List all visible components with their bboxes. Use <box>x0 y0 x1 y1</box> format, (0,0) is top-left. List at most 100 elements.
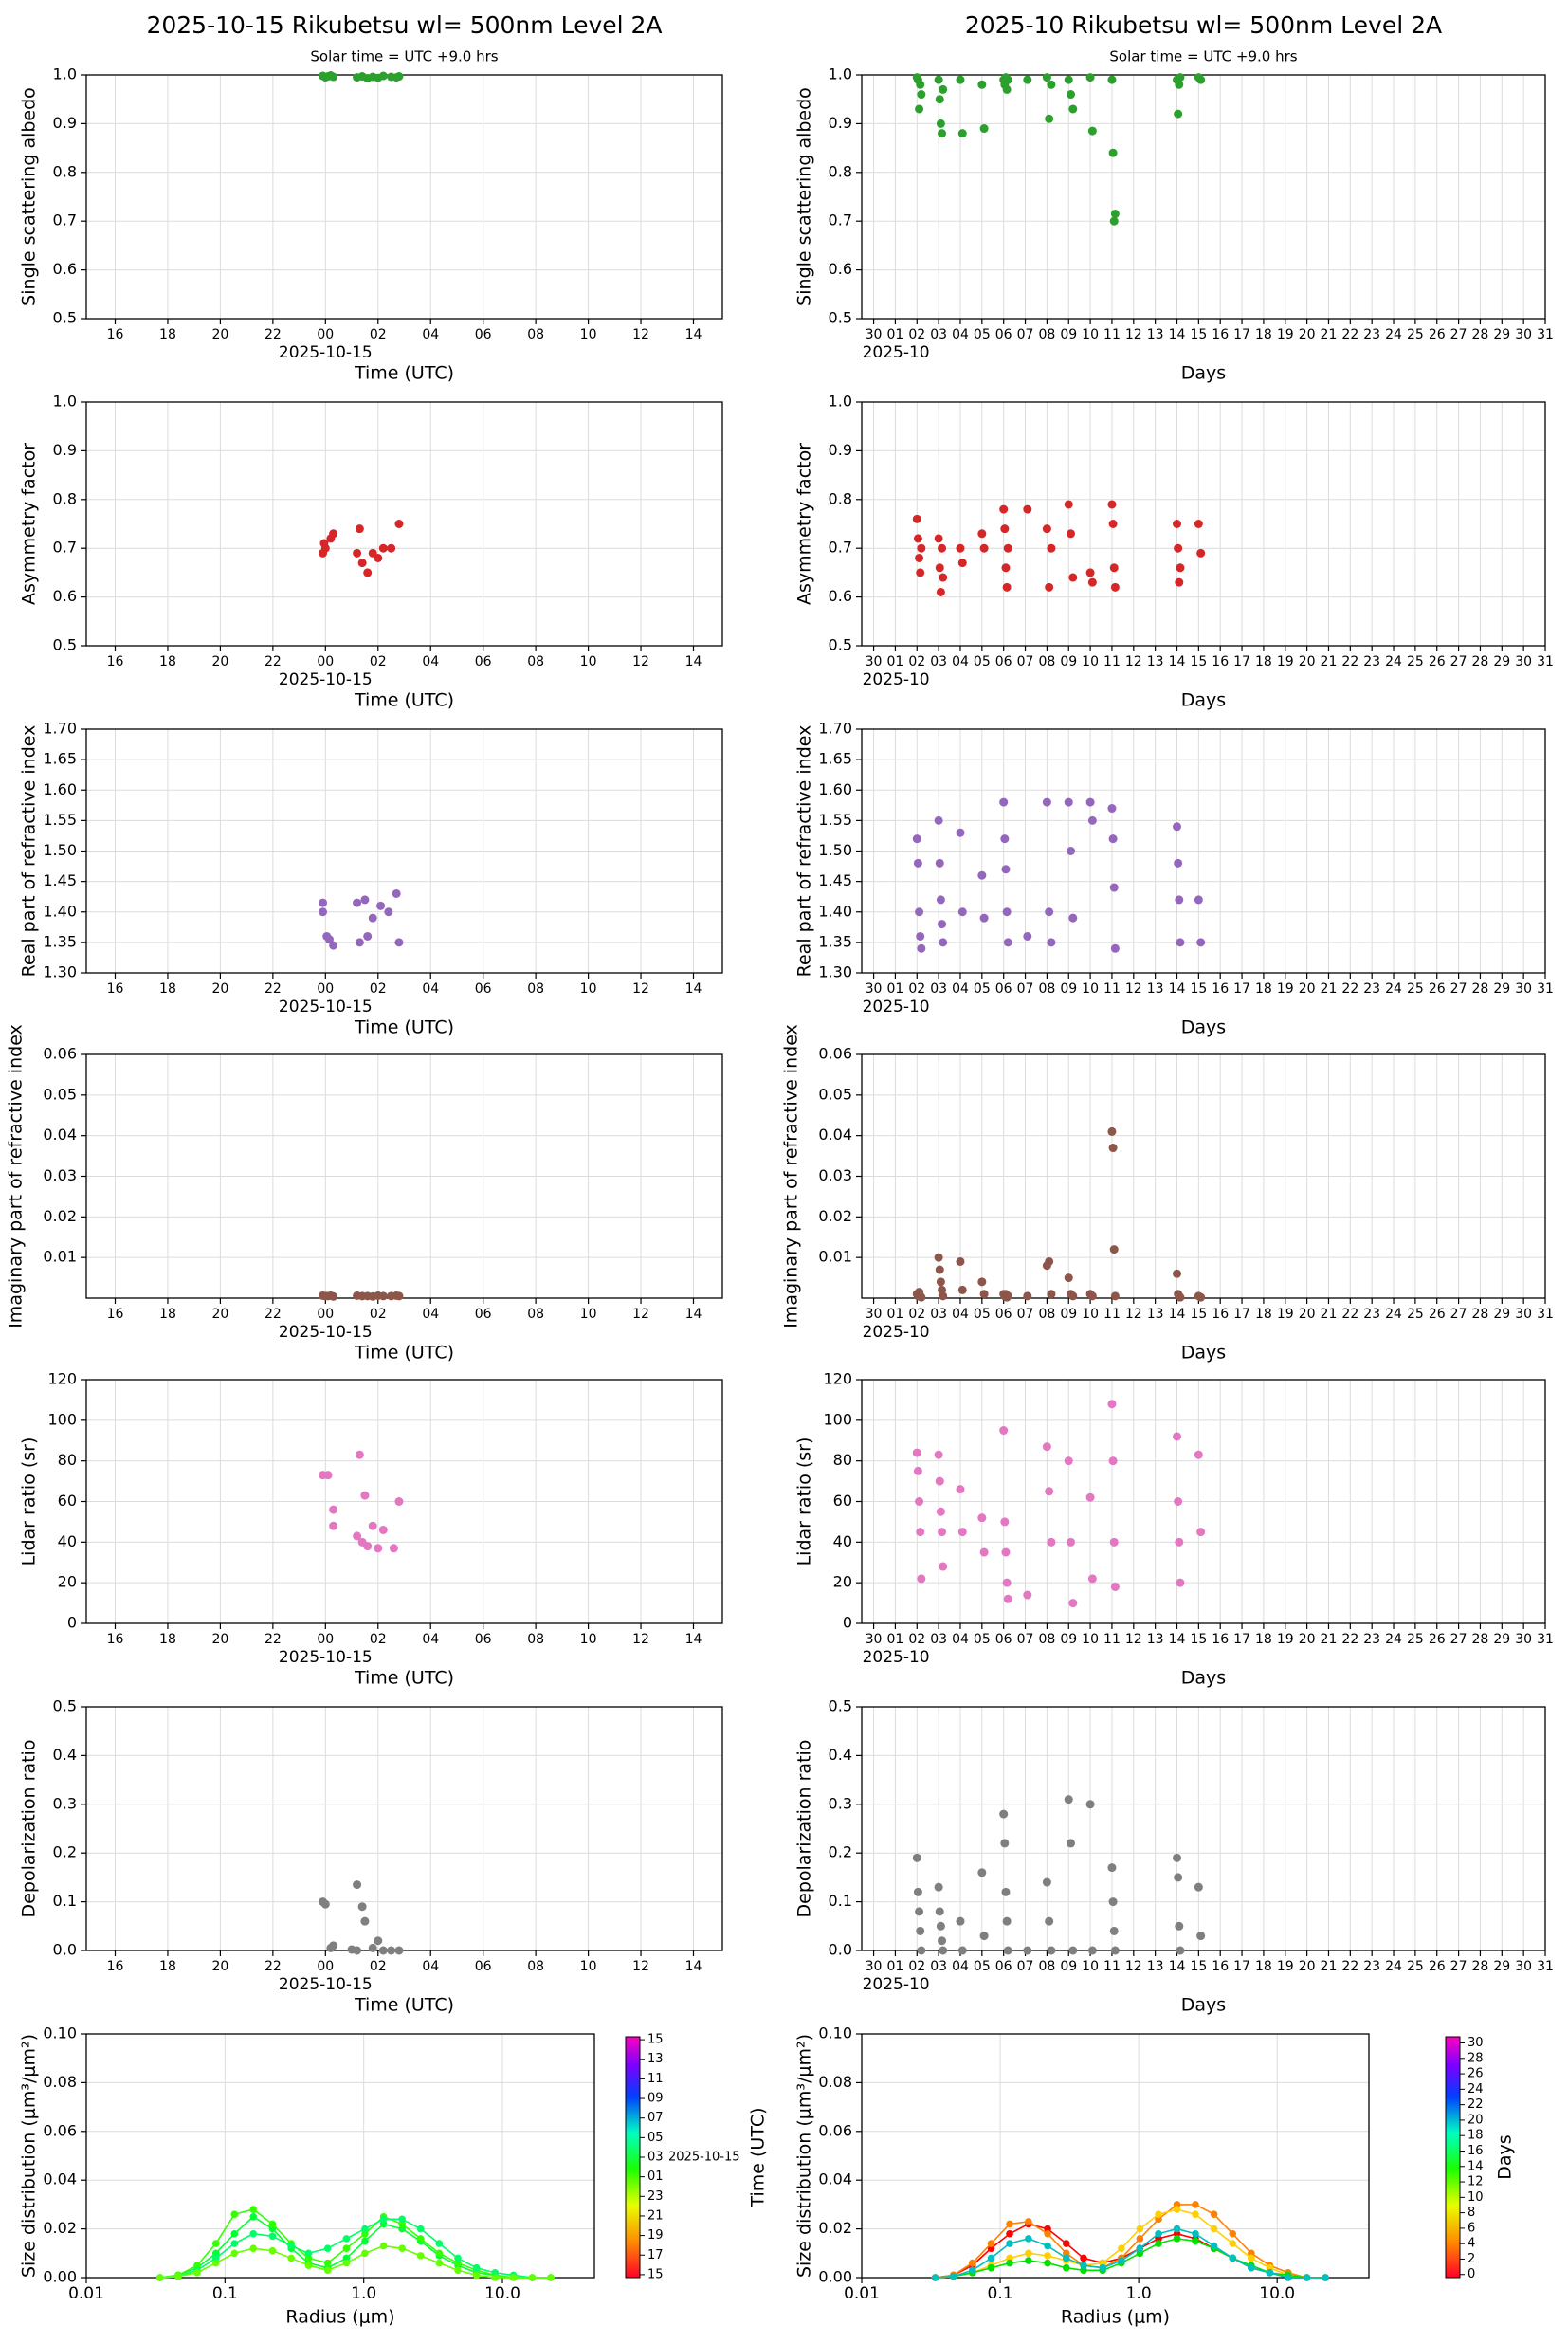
point <box>977 870 987 880</box>
point <box>387 543 396 553</box>
colorbar-tick-label: 15 <box>647 2033 664 2047</box>
point <box>1023 1946 1032 1955</box>
point <box>1068 1291 1078 1301</box>
x-tick-label: 22 <box>264 1959 282 1974</box>
y-tick-label: 0.6 <box>829 587 852 605</box>
x-tick-label: 06 <box>995 981 1012 997</box>
x-tick-label: 29 <box>1493 327 1510 342</box>
x-tick-label: 16 <box>107 981 124 997</box>
x-tick-label: 29 <box>1493 654 1510 669</box>
point <box>1003 75 1012 84</box>
chart-title: 2025-10 Rikubetsu wl= 500nm Level 2A <box>965 11 1442 39</box>
point <box>361 2249 369 2258</box>
x-tick-label: 25 <box>1407 1632 1424 1647</box>
x-axis-label: Time (UTC) <box>354 690 454 711</box>
x-tick-label: 13 <box>1147 654 1164 669</box>
x-tick-label: 22 <box>1341 981 1358 997</box>
x-tick-label: 01 <box>887 654 904 669</box>
point <box>329 72 338 82</box>
x-tick-label: 15 <box>1190 654 1207 669</box>
point <box>416 2252 425 2260</box>
plot-frame <box>85 1379 723 1624</box>
y-tick-label: 1.50 <box>43 841 77 859</box>
x-tick-label: 12 <box>1125 327 1142 342</box>
point <box>1175 80 1184 89</box>
point <box>1110 1946 1120 1955</box>
x-tick-label: 09 <box>1060 1959 1077 1974</box>
x-tick-label: 24 <box>1385 327 1402 342</box>
point <box>1210 2225 1218 2233</box>
x-axis-label: Radius (μm) <box>1061 2307 1170 2328</box>
point <box>915 907 924 917</box>
x-tick-label: 30 <box>1515 981 1532 997</box>
point <box>1001 563 1011 573</box>
point <box>1194 895 1203 905</box>
x-sublabel: 2025-10 <box>863 1323 930 1342</box>
point <box>1176 73 1185 82</box>
point <box>376 901 386 910</box>
x-tick-label: 11 <box>1103 1959 1121 1974</box>
point <box>956 543 965 553</box>
plot-frame <box>85 1706 723 1951</box>
point <box>1194 1882 1203 1892</box>
point <box>1107 75 1117 84</box>
point <box>374 553 383 562</box>
point <box>916 568 925 577</box>
x-tick-label: 17 <box>1233 327 1250 342</box>
y-tick-label: 0.3 <box>53 1794 77 1812</box>
point <box>378 1946 388 1955</box>
point <box>1284 2274 1292 2281</box>
y-tick-label: 0.06 <box>43 2121 77 2139</box>
point <box>249 2229 258 2238</box>
colorbar-tick-label: 11 <box>647 2072 664 2086</box>
point <box>394 1946 404 1955</box>
point <box>398 2244 406 2252</box>
y-tick-label: 120 <box>823 1370 852 1388</box>
point <box>384 907 393 917</box>
x-tick-label: 20 <box>211 654 228 669</box>
point <box>1107 1863 1117 1873</box>
y-tick-label: 1.50 <box>818 841 852 859</box>
point <box>939 1291 948 1301</box>
y-tick-label: 100 <box>823 1410 852 1428</box>
y-tick-label: 0 <box>843 1614 852 1632</box>
point <box>917 1574 926 1584</box>
x-tick-label: 12 <box>632 654 649 669</box>
x-tick-label: 20 <box>1299 1959 1316 1974</box>
x-tick-label: 07 <box>1017 327 1034 342</box>
point <box>935 858 944 868</box>
x-tick-label: 14 <box>1169 654 1186 669</box>
point <box>379 2215 388 2224</box>
point <box>1196 1528 1206 1537</box>
plot-frame <box>861 74 1546 320</box>
point <box>917 1292 926 1302</box>
point <box>435 2259 444 2267</box>
point <box>1175 895 1184 905</box>
point <box>353 1946 362 1955</box>
x-tick-label: 21 <box>1321 1307 1338 1322</box>
point <box>956 1916 965 1926</box>
point <box>1099 2263 1107 2272</box>
x-tick-label: 18 <box>159 1307 176 1322</box>
y-tick-label: 0.1 <box>53 1892 77 1910</box>
x-tick-label: 04 <box>952 981 969 997</box>
point <box>1045 907 1054 917</box>
x-axis-label: Days <box>1181 1017 1226 1038</box>
point <box>1067 1537 1076 1547</box>
x-tick-label: 23 <box>1363 1307 1380 1322</box>
point <box>1108 834 1118 844</box>
point <box>435 2240 444 2247</box>
point <box>916 80 925 89</box>
point <box>155 2274 164 2281</box>
point <box>1175 1537 1184 1547</box>
x-tick-label: 27 <box>1450 327 1468 342</box>
point <box>956 1485 965 1494</box>
x-tick-label: 13 <box>1147 1632 1164 1647</box>
x-tick-label: 30 <box>1515 1632 1532 1647</box>
point <box>1067 90 1076 100</box>
point <box>323 2259 332 2267</box>
y-tick-label: 0.9 <box>53 114 77 132</box>
x-tick-label: 17 <box>1233 1307 1250 1322</box>
point <box>319 898 328 907</box>
y-tick-label: 0.5 <box>53 636 77 654</box>
